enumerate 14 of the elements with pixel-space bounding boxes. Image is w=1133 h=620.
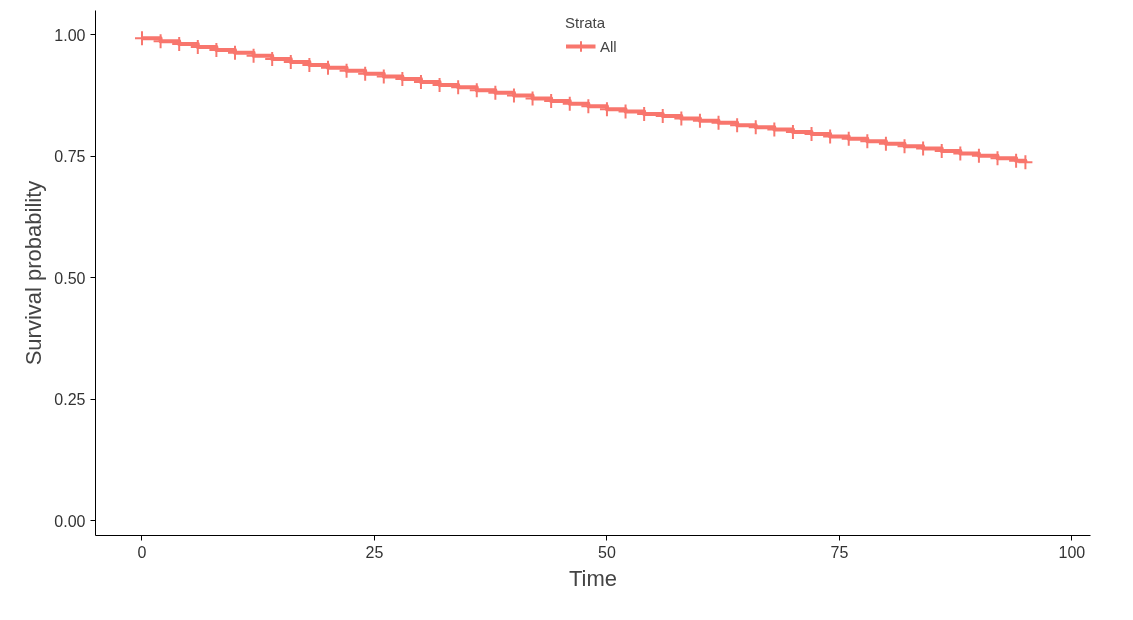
y-tick-label: 0.25 <box>54 391 86 409</box>
legend-label: All <box>600 37 618 55</box>
y-tick-label: 1.00 <box>54 26 86 44</box>
x-tick-label: 0 <box>137 543 147 561</box>
x-tick-label: 100 <box>1058 543 1086 561</box>
x-tick-label: 25 <box>365 543 384 561</box>
x-axis-title: Time <box>568 565 618 591</box>
x-tick-label: 50 <box>598 543 616 561</box>
x-tick-label: 75 <box>830 543 849 561</box>
y-tick-label: 0.75 <box>54 148 86 166</box>
y-tick-label: 0.50 <box>54 269 86 287</box>
y-axis-title: Survival probability <box>21 180 47 366</box>
legend-title: Strata <box>565 14 607 31</box>
y-tick-label: 0.00 <box>54 512 86 530</box>
